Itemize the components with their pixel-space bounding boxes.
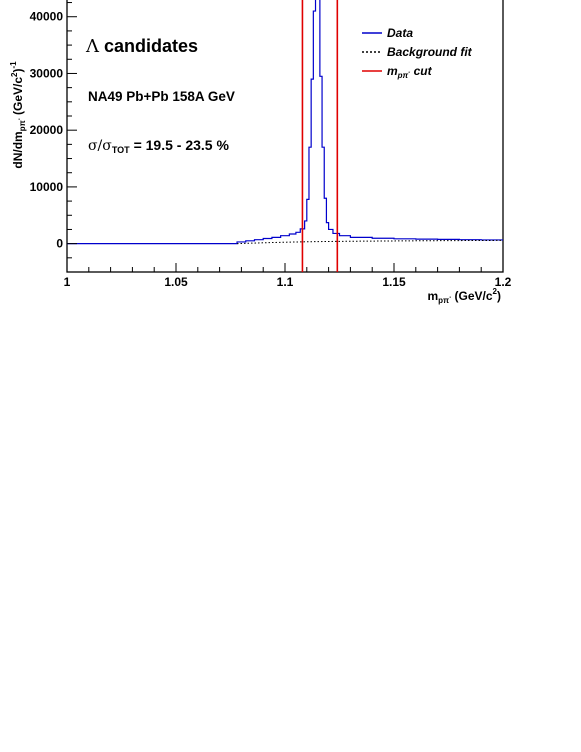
y-tick-label: 30000 (30, 66, 64, 80)
legend-background-label: Background fit (387, 45, 473, 59)
data-histogram (67, 0, 503, 245)
y-tick-label: 40000 (30, 10, 64, 24)
x-tick-label: 1.2 (495, 275, 512, 289)
legend: Data Background fit mpπ- cut (362, 26, 473, 80)
centrality-label: σ/σTOT = 19.5 - 23.5 % (88, 137, 229, 155)
y-axis-title: dN/dmpπ- (GeV/c2)-1 (9, 61, 27, 169)
x-tick-label: 1.05 (164, 275, 188, 289)
x-tick-label: 1.1 (277, 275, 294, 289)
y-tick-label: 10000 (30, 180, 64, 194)
background-fit-line (237, 239, 504, 245)
x-tick-label: 1.15 (382, 275, 406, 289)
legend-cut-label: mpπ- cut (387, 64, 433, 80)
x-tick-label: 1 (64, 275, 71, 289)
experiment-label: NA49 Pb+Pb 158A GeV (88, 89, 235, 104)
legend-data-label: Data (387, 26, 413, 40)
y-axis: 01000020000300004000050000 (30, 2, 77, 273)
plot-area (67, 0, 504, 272)
y-tick-label: 0 (56, 237, 63, 251)
x-axis: 1 1.05 1.1 1.15 1.2 (64, 263, 512, 289)
x-axis-title: mpπ- (GeV/c2) (428, 287, 502, 305)
y-tick-label: 20000 (30, 123, 64, 137)
lambda-candidates-label: Λ candidates (85, 36, 198, 57)
